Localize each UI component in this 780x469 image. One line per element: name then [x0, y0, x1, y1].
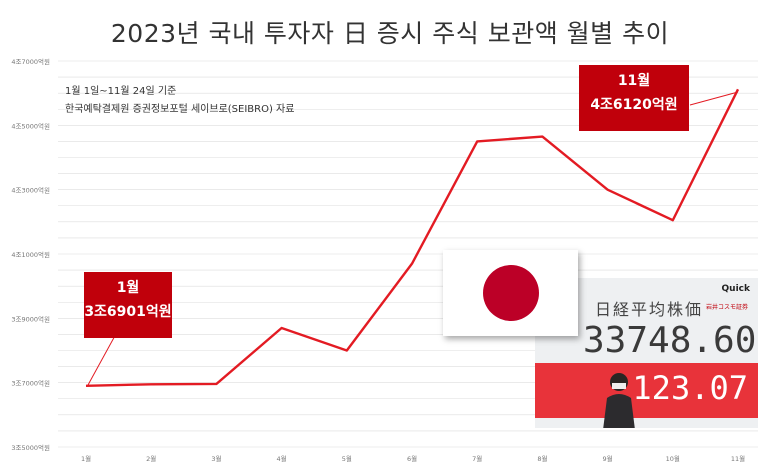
y-axis-ticks: 3조5000억원 3조7000억원 3조9000억원 4조1000억원 4조3000억원… [11, 57, 50, 452]
x-tick-label: 5월 [342, 454, 352, 463]
x-tick-label: 2월 [146, 454, 156, 463]
x-tick-label: 11월 [731, 454, 745, 463]
chart-title: 2023년 국내 투자자 日 증시 주식 보관액 월별 추이 [110, 19, 670, 48]
x-tick-label: 3월 [211, 454, 221, 463]
pedestrian-silhouette [603, 373, 635, 428]
callout-start: 1월 3조6901억원 [84, 272, 172, 338]
x-tick-label: 4월 [277, 454, 287, 463]
y-tick-label: 4조5000억원 [11, 121, 50, 130]
x-tick-label: 8월 [537, 454, 547, 463]
y-tick-label: 4조7000억원 [11, 57, 50, 66]
japan-flag [443, 250, 578, 336]
callout-start-month: 1월 [116, 280, 140, 296]
x-tick-label: 6월 [407, 454, 417, 463]
callout-end-month: 11월 [617, 73, 651, 89]
y-tick-label: 4조1000억원 [11, 250, 50, 259]
board-sponsor: 岩井コスモ証券 [705, 304, 748, 311]
callout-end-value: 4조6120억원 [590, 97, 678, 113]
board-change-panel: 123.07 [535, 363, 758, 418]
x-tick-label: 7월 [472, 454, 482, 463]
y-tick-label: 3조5000억원 [11, 443, 50, 452]
x-tick-label: 1월 [81, 454, 91, 463]
y-tick-label: 3조9000억원 [11, 314, 50, 323]
callout-start-value: 3조6901억원 [84, 304, 172, 320]
board-brand: Quick [721, 284, 750, 294]
period-note: 1월 1일~11월 24일 기준 [65, 86, 177, 97]
callout-end: 11월 4조6120억원 [579, 65, 689, 131]
source-note: 한국예탁결제원 증권정보포털 세이브로(SEIBRO) 자료 [65, 104, 295, 115]
y-tick-label: 3조7000억원 [11, 379, 50, 388]
x-tick-label: 10월 [666, 454, 680, 463]
flag-sun-disc [483, 265, 539, 321]
series-line [85, 88, 740, 388]
board-label: 日経平均株価 [595, 300, 704, 319]
y-tick-label: 4조3000억원 [11, 186, 50, 195]
board-price: 33748.60 [583, 320, 757, 361]
x-axis-ticks: 1월 2월 3월 4월 5월 6월 7월 8월 9월 10월 11월 [81, 454, 745, 463]
board-change: 123.07 [632, 369, 748, 407]
callout-leader-end [689, 91, 739, 106]
x-tick-label: 9월 [603, 454, 613, 463]
